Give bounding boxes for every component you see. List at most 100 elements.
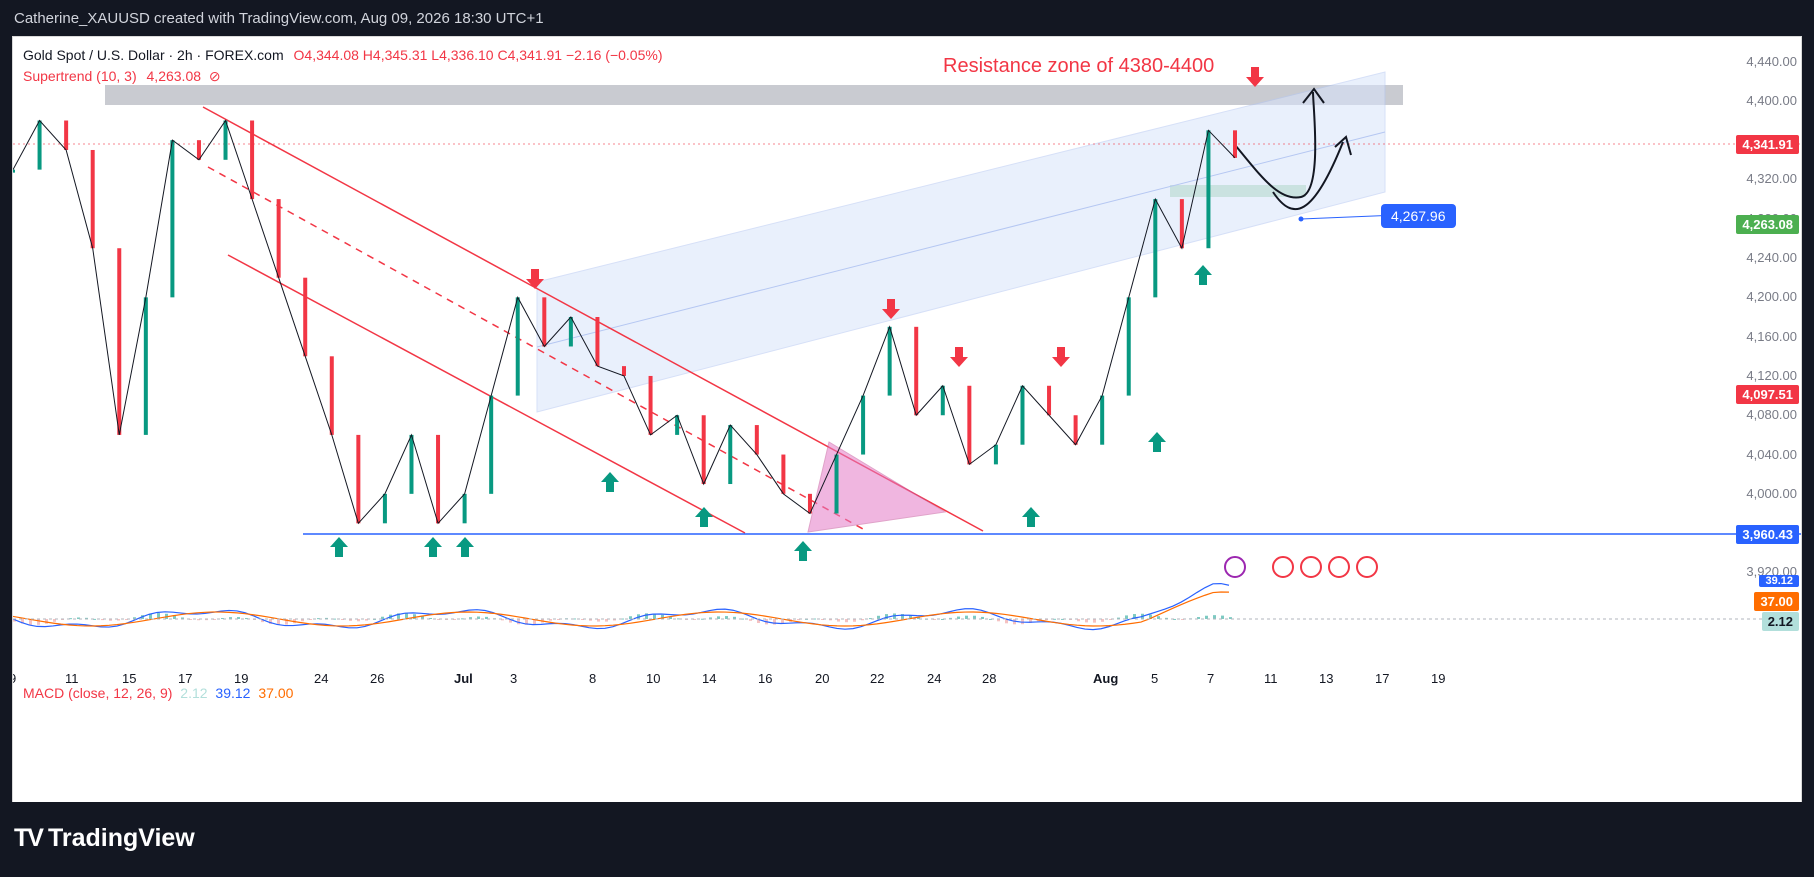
price-candle	[64, 120, 69, 150]
us-flag-event-icon[interactable]	[1300, 556, 1322, 578]
macd-histogram-bar	[597, 619, 600, 622]
macd-histogram-bar	[813, 618, 816, 620]
macd-histogram-bar	[1197, 617, 1200, 619]
tradingview-logo: TV TradingView	[14, 824, 195, 852]
price-candle	[196, 140, 201, 160]
macd-histogram-bar	[1029, 619, 1032, 623]
buy-signal-arrow-icon	[456, 537, 474, 557]
macd-histogram-bar	[133, 617, 136, 619]
price-candle	[1206, 130, 1211, 249]
event-bolt-icon[interactable]	[1224, 556, 1246, 578]
macd-label[interactable]: MACD (close, 12, 26, 9)	[23, 685, 173, 701]
macd-histogram-bar	[1149, 614, 1152, 619]
macd-histogram-bar	[189, 619, 192, 620]
descending-trendline-lower	[227, 254, 746, 534]
time-tick-label: 3	[510, 671, 518, 686]
price-candle	[329, 356, 334, 435]
legend-supertrend-row: Supertrend (10, 3) 4,263.08 ⊘	[23, 66, 662, 87]
macd-histogram-bar	[85, 617, 88, 619]
macd-histogram-bar	[717, 616, 720, 619]
sell-signal-arrow-icon	[950, 347, 968, 367]
price-candle	[967, 385, 972, 465]
price-candle	[117, 248, 122, 435]
time-tick-label: 17	[178, 671, 193, 686]
macd-signal-badge: 37.00	[1754, 592, 1799, 611]
legend-supertrend-value: 4,263.08	[146, 68, 202, 84]
macd-histogram-bar	[333, 618, 336, 620]
price-tick-label: 4,240.00	[1746, 250, 1797, 266]
price-candle	[648, 375, 653, 435]
time-tick-label: 9	[13, 671, 16, 686]
time-tick-label: 8	[589, 671, 597, 686]
legend-symbol[interactable]: Gold Spot / U.S. Dollar · 2h · FOREX.com	[23, 47, 284, 63]
macd-histogram-bar	[381, 616, 384, 619]
macd-histogram-bar	[365, 619, 368, 621]
macd-histogram-bar	[77, 617, 80, 619]
price-candle	[436, 434, 441, 524]
macd-histogram-bar	[853, 619, 856, 622]
macd-top-badge: 39.12	[1759, 575, 1799, 587]
macd-histogram-bar	[605, 619, 608, 622]
macd-histogram-bar	[21, 619, 24, 624]
time-tick-label: 15	[122, 671, 137, 686]
price-candle	[568, 317, 573, 347]
macd-histogram-bar	[69, 618, 72, 620]
projection-path-secondary-arrow	[1334, 135, 1352, 156]
price-candle	[13, 169, 15, 173]
price-candle	[143, 297, 148, 435]
sell-signal-arrow-icon	[526, 269, 544, 289]
macd-histogram-bar	[589, 619, 592, 621]
legend-ohlc: O4,344.08 H4,345.31 L4,336.10 C4,341.91 …	[293, 47, 663, 63]
us-flag-event-icon[interactable]	[1272, 556, 1294, 578]
macd-histogram-bar	[941, 618, 944, 620]
macd-histogram-bar	[149, 613, 152, 619]
series-layer	[13, 119, 1237, 525]
macd-histogram-bar	[413, 614, 416, 619]
macd-histogram-bar	[29, 619, 32, 625]
time-tick-label: 22	[870, 671, 885, 686]
buy-signal-arrow-icon	[1022, 507, 1040, 527]
price-tick-label: 4,200.00	[1746, 289, 1797, 305]
support-price-badge: 3,960.43	[1736, 525, 1799, 544]
macd-histogram-bar	[1053, 618, 1056, 620]
price-candle	[754, 425, 759, 455]
price-candle	[861, 395, 866, 455]
time-tick-label: 11	[1264, 671, 1278, 686]
price-candle	[1233, 130, 1237, 158]
time-tick-label: 7	[1207, 671, 1215, 686]
macd-histogram-bar	[989, 618, 992, 620]
us-flag-event-icon[interactable]	[1356, 556, 1378, 578]
macd-histogram-bar	[325, 617, 328, 619]
macd-histogram-bar	[269, 619, 272, 624]
macd-histogram-bar	[317, 618, 320, 620]
macd-histogram-bar	[53, 619, 56, 622]
macd-histogram-bar	[885, 614, 888, 619]
legend-supertrend-label[interactable]: Supertrend (10, 3)	[23, 68, 137, 84]
chart-panel[interactable]: Gold Spot / U.S. Dollar · 2h · FOREX.com…	[12, 36, 1802, 804]
macd-histogram-bar	[621, 618, 624, 620]
macd-histogram-bar	[845, 619, 848, 623]
price-candle	[515, 297, 520, 396]
macd-layer	[13, 556, 1801, 631]
price-candle	[37, 120, 42, 170]
macd-histogram-bar	[1061, 618, 1064, 620]
buy-signal-arrow-icon	[330, 537, 348, 557]
price-chart-svg[interactable]	[13, 37, 1801, 803]
macd-histogram-bar	[205, 619, 208, 621]
hidden-eye-slash-icon[interactable]: ⊘	[208, 68, 221, 84]
macd-histogram-bar	[573, 618, 576, 620]
price-candle	[542, 297, 547, 347]
macd-histogram-bar	[1093, 619, 1096, 623]
macd-histogram-bar	[1005, 619, 1008, 624]
price-candle	[675, 415, 680, 435]
buy-signal-arrow-icon	[695, 507, 713, 527]
time-tick-label: 13	[1319, 671, 1334, 686]
macd-histogram-bar	[661, 614, 664, 619]
price-candle	[1179, 199, 1184, 249]
price-tick-label: 4,040.00	[1746, 446, 1797, 462]
macd-histogram-bar	[245, 618, 248, 620]
time-tick-label: Jul	[454, 671, 473, 686]
macd-histogram-bar	[533, 619, 536, 625]
us-flag-event-icon[interactable]	[1328, 556, 1350, 578]
price-tick-label: 4,120.00	[1746, 367, 1797, 383]
